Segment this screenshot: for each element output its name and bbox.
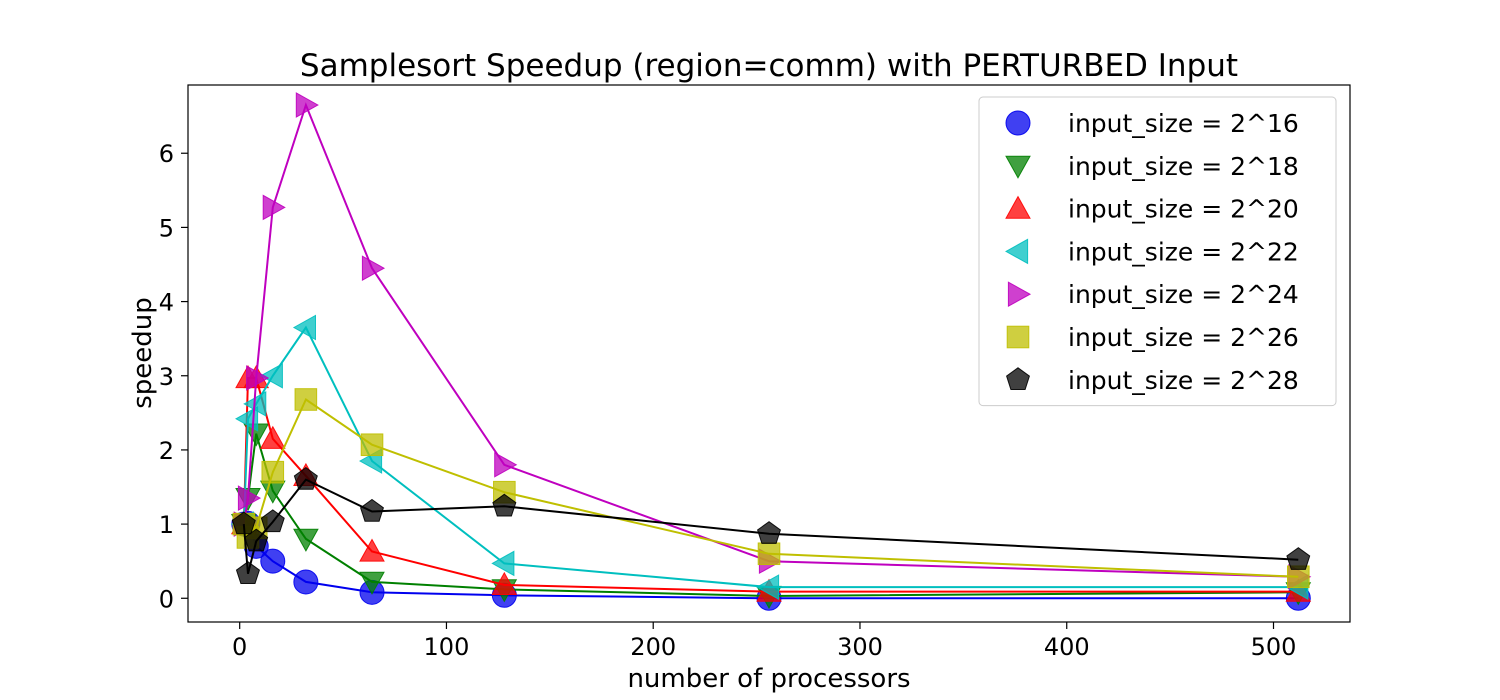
legend-item: input_size = 2^24 <box>1007 280 1299 309</box>
data-point <box>293 528 319 552</box>
legend-item: input_size = 2^28 <box>1006 366 1299 395</box>
legend-marker <box>1006 367 1030 390</box>
data-point <box>492 493 517 517</box>
data-point <box>757 542 781 566</box>
y-tick-label: 4 <box>159 289 174 317</box>
data-point <box>757 521 781 544</box>
legend-marker <box>1005 195 1031 219</box>
x-tick-label: 100 <box>424 633 470 661</box>
chart-title: Samplesort Speedup (region=comm) with PE… <box>300 48 1238 84</box>
data-point <box>293 569 319 595</box>
data-point <box>293 466 318 490</box>
legend-label: input_size = 2^20 <box>1068 195 1299 224</box>
data-point <box>360 498 384 522</box>
legend: input_size = 2^16 input_size = 2^18 input_… <box>978 96 1337 407</box>
legend-marker <box>1006 325 1030 349</box>
legend-item: input_size = 2^26 <box>1006 323 1299 352</box>
series-input-size-2-28 <box>231 466 1311 584</box>
data-point <box>295 92 319 118</box>
legend-label: input_size = 2^26 <box>1068 323 1299 352</box>
data-point <box>260 548 286 574</box>
data-point <box>292 314 316 341</box>
data-point <box>235 561 260 584</box>
x-tick-label: 500 <box>1251 633 1297 661</box>
legend-marker <box>1005 110 1031 136</box>
data-point <box>259 362 283 389</box>
data-point <box>359 538 385 562</box>
legend-marker <box>1004 238 1029 265</box>
data-point <box>494 451 518 478</box>
legend-marker <box>1005 155 1031 179</box>
data-point <box>361 255 386 282</box>
y-tick-label: 6 <box>159 140 174 168</box>
x-tick-label: 300 <box>837 633 883 661</box>
y-tick-label: 1 <box>159 511 174 539</box>
data-point <box>244 528 269 552</box>
legend-label: input_size = 2^28 <box>1068 366 1299 395</box>
legend-box <box>978 96 1337 407</box>
data-point <box>237 485 262 511</box>
legend-item: input_size = 2^22 <box>1004 237 1299 266</box>
plot-area: 0 100 200 300 400 500 0 1 2 3 4 5 6 <box>159 84 1351 661</box>
data-point <box>359 571 385 595</box>
axes-frame <box>187 84 1351 623</box>
legend-label: input_size = 2^16 <box>1068 109 1299 138</box>
legend-item: input_size = 2^20 <box>1005 195 1299 224</box>
data-point <box>262 194 286 221</box>
y-tick-label: 3 <box>159 363 174 391</box>
y-tick-label: 5 <box>159 214 174 242</box>
data-point <box>491 571 518 595</box>
y-axis-title: speedup <box>128 297 158 409</box>
data-point <box>491 550 515 577</box>
data-point <box>231 511 256 535</box>
data-point <box>260 509 285 533</box>
legend-item: input_size = 2^18 <box>1005 152 1299 181</box>
data-point <box>360 433 384 457</box>
data-point <box>1286 547 1311 570</box>
legend-label: input_size = 2^18 <box>1068 152 1299 181</box>
data-point <box>261 460 285 484</box>
legend-marker <box>1007 281 1032 308</box>
x-tick-label: 400 <box>1044 633 1090 661</box>
x-tick-label: 0 <box>232 633 247 661</box>
data-point <box>259 425 286 449</box>
x-tick-label: 200 <box>630 633 676 661</box>
y-tick-label: 0 <box>159 585 174 613</box>
legend-label: input_size = 2^22 <box>1068 237 1299 266</box>
data-point <box>294 388 318 411</box>
data-point <box>755 574 780 600</box>
legend-item: input_size = 2^16 <box>1005 109 1299 138</box>
data-point <box>246 365 270 391</box>
x-axis-title: number of processors <box>627 664 910 694</box>
legend-label: input_size = 2^24 <box>1068 280 1299 309</box>
y-tick-label: 2 <box>159 437 174 465</box>
